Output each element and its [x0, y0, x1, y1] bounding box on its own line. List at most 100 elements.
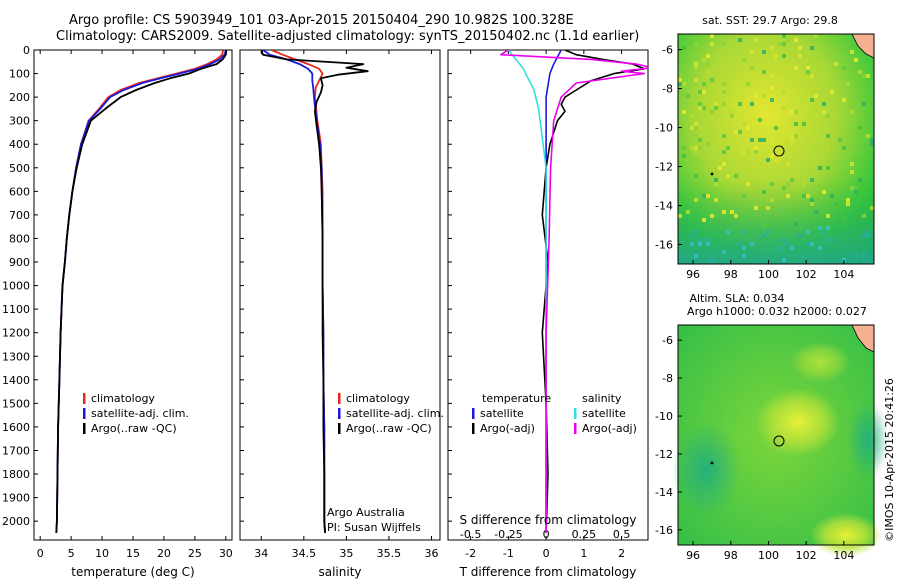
sst-pixel [758, 118, 762, 122]
sst-pixel [854, 158, 858, 162]
sst-pixel [678, 214, 682, 218]
x-tick-label: 5 [68, 547, 75, 560]
sst-pixel [770, 94, 774, 98]
sla-high-anomaly-south [810, 513, 882, 557]
map-x-tick-label: 104 [833, 268, 854, 281]
sst-pixel [810, 198, 814, 202]
sst-pixel [826, 134, 830, 138]
sst-pixel [790, 110, 794, 114]
sst-argo-float-marker [773, 145, 785, 157]
sst-pixel [790, 178, 794, 182]
sst-pixel [782, 258, 786, 262]
legend-swatch [472, 423, 475, 434]
depth-tick-label: 1300 [2, 350, 30, 363]
sst-pixel [818, 226, 822, 230]
sst-pixel [862, 214, 866, 218]
sst-pixel [790, 246, 794, 250]
sst-pixel [706, 54, 710, 58]
sst-pixel [694, 62, 698, 66]
sst-pixel [862, 74, 866, 78]
sst-pixel [746, 126, 750, 130]
salinity-axes-frame [239, 49, 441, 541]
sst-island-marker [710, 172, 714, 176]
x-tick-label: 34.5 [292, 547, 317, 560]
sst-pixel [866, 74, 870, 78]
depth-tick-label: 1100 [2, 303, 30, 316]
sst-pixel [734, 174, 738, 178]
sla-map: Altim. SLA: 0.034 Argo h1000: 0.032 h200… [655, 292, 888, 562]
sst-pixel [754, 222, 758, 226]
diff-series-2 [507, 50, 547, 533]
s-diff-tick-label: 0 [543, 528, 550, 541]
sst-pixel [806, 194, 810, 198]
x-tick-label: 36 [424, 547, 438, 560]
map-x-tick-label: 102 [796, 268, 817, 281]
sst-pixel [810, 242, 814, 246]
sst-pixel [810, 178, 814, 182]
sst-pixel [698, 242, 702, 246]
x-tick-label: 0 [543, 547, 550, 560]
sst-pixel [762, 190, 766, 194]
sst-pixel [742, 194, 746, 198]
sst-pixel [806, 242, 810, 246]
sst-pixel [682, 82, 686, 86]
map-y-tick-label: -8 [662, 83, 673, 96]
sst-pixel [730, 110, 734, 114]
map-x-tick-label: 96 [686, 268, 700, 281]
depth-tick-label: 1900 [2, 492, 30, 505]
sst-pixel [786, 242, 790, 246]
depth-tick-label: 700 [9, 209, 30, 222]
sst-pixel [738, 38, 742, 42]
sst-pixel [726, 146, 730, 150]
sst-southern-cool-band [678, 180, 874, 264]
sst-pixel [790, 134, 794, 138]
sst-pixel [742, 150, 746, 154]
sst-pixel [766, 198, 770, 202]
sst-pixel [750, 242, 754, 246]
temperature-xlabel: temperature (deg C) [71, 565, 194, 579]
x-tick-label: 10 [95, 547, 109, 560]
sst-pixel [770, 182, 774, 186]
sst-pixel [834, 202, 838, 206]
sst-pixel [746, 82, 750, 86]
sst-pixel [710, 42, 714, 46]
map-y-tick-label: -14 [655, 486, 673, 499]
map-y-tick-label: -8 [662, 372, 673, 385]
sst-pixel [786, 194, 790, 198]
sst-pixel [798, 54, 802, 58]
sst-pixel [702, 218, 706, 222]
map-x-tick-label: 104 [833, 549, 854, 562]
difference-top-xlabel: S difference from climatology [460, 513, 637, 527]
sst-pixel [794, 66, 798, 70]
sst-pixel [822, 230, 826, 234]
sst-pixel [830, 90, 834, 94]
sla-map-frame [677, 324, 875, 546]
depth-tick-label: 600 [9, 185, 30, 198]
sst-pixel [862, 234, 866, 238]
sst-pixel [706, 238, 710, 242]
sst-pixel [842, 66, 846, 70]
sst-pixel [710, 110, 714, 114]
annotation-argo-australia: Argo Australia [327, 506, 405, 519]
difference-legend: temperature salinity satellite Argo(-adj) sa… [472, 392, 637, 435]
sst-pixel [850, 110, 854, 114]
sst-pixel [862, 254, 866, 258]
sst-pixel [762, 234, 766, 238]
sst-pixel [694, 122, 698, 126]
sst-pixel [706, 142, 710, 146]
sst-pixel [746, 150, 750, 154]
sst-pixel [710, 78, 714, 82]
sla-map-axes: 96 98 100 102 104 -6 -8 -10 -12 -14 -16 [655, 334, 854, 562]
sst-pixel [774, 54, 778, 58]
difference-xlabel: T difference from climatology [459, 565, 637, 579]
depth-axis: 0 100 200 300 400 500 600 700 800 900 1000 1100 1200… [2, 44, 38, 528]
depth-tick-label: 200 [9, 91, 30, 104]
legend-header-temperature: temperature [482, 392, 551, 405]
sst-pixel [806, 66, 810, 70]
sla-argo-float-marker [773, 435, 785, 447]
sst-pixel [822, 190, 826, 194]
sst-pixel [714, 182, 718, 186]
sst-pixel [766, 206, 770, 210]
sst-pixel [710, 34, 714, 38]
sst-pixel [818, 146, 822, 150]
